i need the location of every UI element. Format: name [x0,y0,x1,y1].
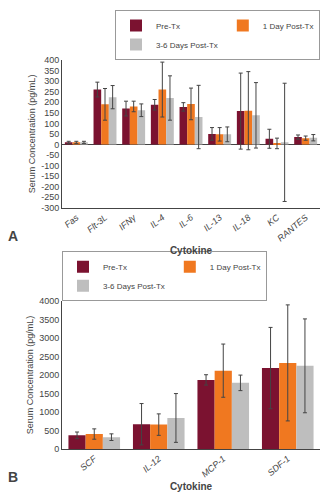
svg-text:350: 350 [44,66,59,76]
svg-text:Cytokine: Cytokine [170,245,213,256]
svg-text:A: A [8,228,18,244]
svg-text:IL-6: IL-6 [177,212,195,230]
svg-text:-250: -250 [41,192,59,202]
svg-text:IL-18: IL-18 [230,212,252,233]
svg-text:50: 50 [49,129,59,139]
svg-text:3-6 Days Post-Tx: 3-6 Days Post-Tx [156,41,218,50]
svg-text:SCF: SCF [78,453,99,473]
svg-text:0: 0 [54,444,59,454]
svg-text:Pre-Tx: Pre-Tx [156,22,180,31]
svg-text:-50: -50 [46,150,59,160]
svg-text:2000: 2000 [39,370,59,380]
svg-text:200: 200 [44,97,59,107]
svg-text:Pre-Tx: Pre-Tx [103,263,127,272]
svg-text:500: 500 [44,426,59,436]
svg-text:1000: 1000 [39,407,59,417]
svg-text:IL-13: IL-13 [202,212,224,233]
svg-text:-100: -100 [41,161,59,171]
svg-text:3000: 3000 [39,333,59,343]
svg-text:250: 250 [44,87,59,97]
svg-text:300: 300 [44,76,59,86]
svg-text:-200: -200 [41,182,59,192]
svg-text:MCP-1: MCP-1 [200,454,228,480]
svg-text:1500: 1500 [39,389,59,399]
svg-text:400: 400 [44,55,59,65]
svg-text:3500: 3500 [39,315,59,325]
svg-text:1 Day Post-Tx: 1 Day Post-Tx [263,22,314,31]
svg-text:1 Day Post-Tx: 1 Day Post-Tx [210,263,261,272]
svg-text:IFNγ: IFNγ [117,212,138,232]
svg-text:3-6 Days Post-Tx: 3-6 Days Post-Tx [103,282,165,291]
svg-text:2500: 2500 [39,352,59,362]
svg-text:Serum Concentration (pg/mL): Serum Concentration (pg/mL) [27,75,37,194]
svg-text:-300: -300 [41,203,59,213]
svg-text:Flt-3L: Flt-3L [85,212,109,234]
svg-text:KC: KC [265,212,281,228]
svg-text:IL-4: IL-4 [148,212,166,230]
svg-text:150: 150 [44,108,59,118]
svg-text:Fas: Fas [63,212,81,230]
svg-text:0: 0 [54,140,59,150]
svg-text:-150: -150 [41,171,59,181]
svg-text:B: B [8,469,18,485]
svg-text:4000: 4000 [39,296,59,306]
svg-text:RANTES: RANTES [275,212,309,243]
svg-text:IL-12: IL-12 [141,454,163,475]
svg-text:Serum Concentration (pg/mL): Serum Concentration (pg/mL) [25,316,35,435]
svg-text:SDF-1: SDF-1 [266,454,292,478]
svg-text:100: 100 [44,119,59,129]
svg-text:Cytokine: Cytokine [170,481,213,492]
